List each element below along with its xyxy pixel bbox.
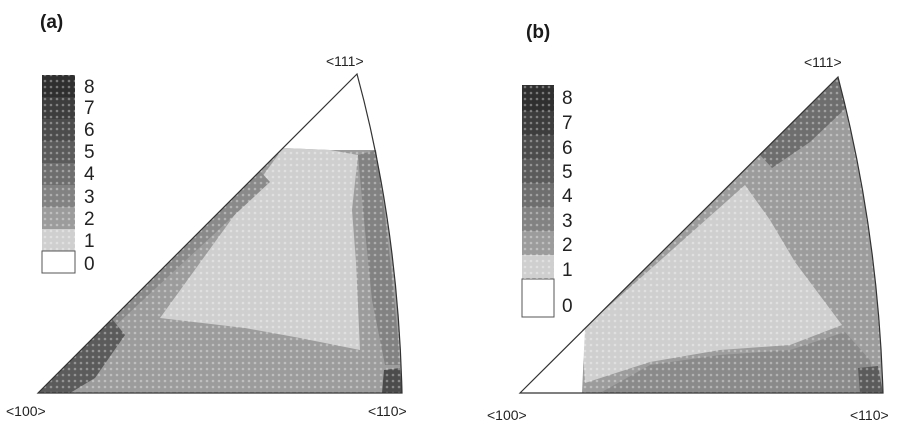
legend-a-level-7: 7 — [84, 98, 95, 119]
panel-a-pole-figure — [36, 72, 403, 394]
triangle-a-outline — [36, 72, 403, 394]
panel-a-corner-100: <100> — [6, 403, 46, 419]
panel-b-pole-figure — [518, 75, 884, 394]
panel-a-label: (a) — [40, 12, 63, 33]
legend-a-level-1: 1 — [84, 231, 95, 252]
legend-b-level-2: 2 — [562, 235, 573, 256]
legend-a-level-3: 3 — [84, 187, 95, 208]
legend-a-swatch-0 — [41, 250, 76, 274]
panel-b-corner-110: <110> — [850, 407, 889, 423]
legend-a-level-4: 4 — [84, 164, 95, 185]
panel-b-corner-111: <111> — [804, 54, 842, 70]
panel-a-corner-111: <111> — [326, 53, 364, 69]
legend-b-level-5: 5 — [562, 162, 573, 183]
legend-a-level-5: 5 — [84, 142, 95, 163]
legend-b-swatch-0 — [521, 278, 555, 318]
legend-b-level-4: 4 — [562, 186, 573, 207]
panel-b: (b) 8 7 6 5 4 3 2 1 0 — [487, 22, 889, 423]
panel-a: (a) 8 7 6 5 4 3 2 1 0 — [6, 12, 407, 419]
legend-b-level-8: 8 — [562, 88, 573, 109]
legend-a-level-0: 0 — [84, 254, 95, 275]
legend-a-level-6: 6 — [84, 120, 95, 141]
legend-b-level-7: 7 — [562, 113, 573, 134]
panel-a-legend: 8 7 6 5 4 3 2 1 0 — [41, 75, 95, 275]
legend-a-level-8: 8 — [84, 77, 95, 98]
legend-b-level-6: 6 — [562, 138, 573, 159]
panel-b-legend: 8 7 6 5 4 3 2 1 0 — [521, 85, 573, 318]
triangle-b-outline — [518, 75, 884, 394]
legend-b-level-3: 3 — [562, 211, 573, 232]
panel-a-corner-110: <110> — [368, 403, 407, 419]
panel-b-corner-100: <100> — [487, 407, 527, 423]
legend-b-level-1: 1 — [562, 260, 573, 281]
panel-b-label: (b) — [526, 22, 550, 43]
legend-b-level-0: 0 — [562, 296, 573, 317]
legend-a-level-2: 2 — [84, 209, 95, 230]
